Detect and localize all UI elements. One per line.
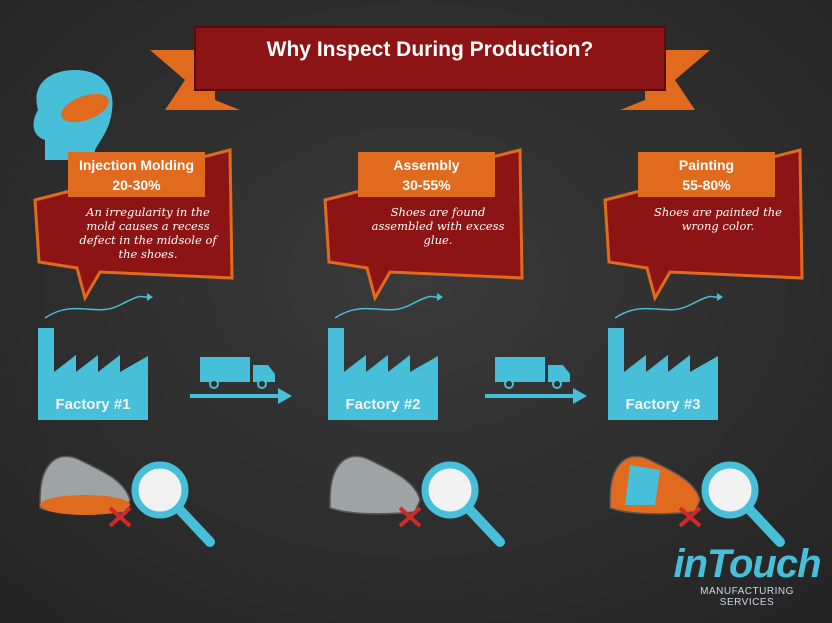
defect-mark bbox=[108, 506, 132, 528]
stage-name: Assembly bbox=[393, 157, 460, 173]
head-shoe bbox=[61, 93, 109, 123]
smoke bbox=[44, 295, 148, 319]
flow-arrowhead bbox=[573, 388, 587, 404]
magnifier-handle bbox=[175, 505, 215, 547]
factory-label: Factory #1 bbox=[55, 396, 131, 413]
magnifier-handle bbox=[465, 505, 505, 547]
wheel bbox=[257, 379, 267, 389]
truck-body bbox=[495, 357, 545, 382]
defect-mark bbox=[678, 506, 702, 528]
flow-arrowhead bbox=[278, 388, 292, 404]
wheel bbox=[552, 379, 562, 389]
magnifier bbox=[421, 461, 479, 519]
factory bbox=[328, 328, 438, 420]
title: Why Inspect During Production? bbox=[266, 38, 594, 61]
stage-description: An irregularity in the mold causes a rec… bbox=[79, 205, 217, 261]
stage-range: 30-55% bbox=[402, 177, 451, 193]
shoe bbox=[329, 455, 421, 515]
truck-cab bbox=[253, 365, 275, 382]
magnifier-handle bbox=[745, 505, 785, 547]
defect-mark bbox=[398, 506, 422, 528]
label-box bbox=[68, 152, 205, 197]
stage-name: Painting bbox=[678, 157, 735, 173]
smoke-arrow bbox=[437, 293, 443, 301]
stage-name: Injection Molding bbox=[78, 157, 195, 173]
midsole bbox=[40, 495, 130, 515]
wheel bbox=[504, 379, 514, 389]
smoke-arrow bbox=[147, 293, 153, 301]
banner bbox=[194, 26, 666, 91]
truck-cab bbox=[548, 365, 570, 382]
stage-description: Shoes are found assembled with excess gl… bbox=[371, 205, 505, 247]
magnifier bbox=[131, 461, 189, 519]
factory-label: Factory #3 bbox=[625, 396, 701, 413]
factory bbox=[608, 328, 718, 420]
factory-label: Factory #2 bbox=[345, 396, 421, 413]
label-box bbox=[638, 152, 775, 197]
smoke bbox=[614, 295, 718, 319]
logo-tagline: MANUFACTURING SERVICES bbox=[700, 586, 794, 608]
wheel bbox=[209, 379, 219, 389]
magnifier bbox=[701, 461, 759, 519]
label-box bbox=[358, 152, 495, 197]
logo-name: inTouch bbox=[673, 542, 821, 586]
factory bbox=[38, 328, 148, 420]
stage-description: Shoes are painted the wrong color. bbox=[654, 205, 782, 233]
logo: inTouch MANUFACTURING SERVICES bbox=[672, 542, 822, 608]
stage-range: 20-30% bbox=[112, 177, 161, 193]
truck-body bbox=[200, 357, 250, 382]
stage-range: 55-80% bbox=[682, 177, 731, 193]
smoke bbox=[334, 295, 438, 319]
smoke-arrow bbox=[717, 293, 723, 301]
shoe-paint bbox=[625, 465, 660, 505]
